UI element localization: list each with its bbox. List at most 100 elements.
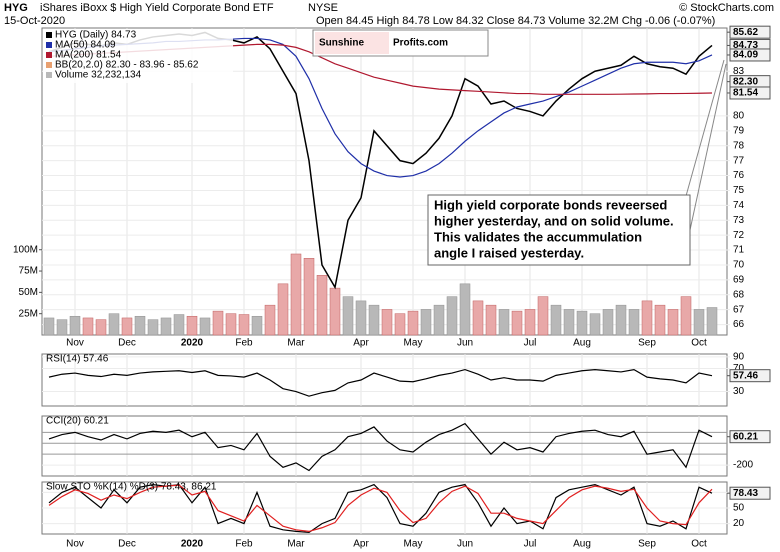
volume-bar <box>498 309 510 336</box>
volume-bar <box>563 309 575 336</box>
legend-entry: Volume 32,232,134 <box>55 70 142 81</box>
volume-bar <box>420 309 432 336</box>
x-tick-label: Oct <box>691 539 707 550</box>
x-tick-label: Mar <box>287 338 305 349</box>
y-tick-label: 83 <box>733 66 745 77</box>
x-tick-label: Dec <box>118 539 136 550</box>
y-tick-label: 70 <box>733 260 745 271</box>
x-tick-label: Jul <box>524 338 537 349</box>
volume-bar <box>433 304 445 336</box>
arrow <box>689 63 727 231</box>
volume-bar <box>537 296 549 336</box>
x-tick-label: 2020 <box>181 338 204 349</box>
annotation-line: High yield corporate bonds reveersed <box>434 197 667 212</box>
volume-bar <box>329 287 341 336</box>
legend-entry: HYG (Daily) 84.73 <box>55 30 137 41</box>
volume-bar <box>199 317 211 336</box>
annotation-box <box>427 194 691 266</box>
legend-swatch <box>46 52 52 58</box>
volume-bar <box>264 304 276 336</box>
volume-bar <box>147 319 159 336</box>
volume-bar <box>511 310 523 336</box>
y-tick-label: 69 <box>733 274 745 285</box>
y-tick-label: 80 <box>733 111 745 122</box>
x-tick-label: Jul <box>524 539 537 550</box>
volume-bar <box>459 283 471 336</box>
legend-entry: MA(50) 84.09 <box>55 40 116 51</box>
volume-bar <box>394 313 406 336</box>
x-tick-label: May <box>404 539 423 550</box>
y-tick-label: 67 <box>733 304 745 315</box>
legend-swatch <box>46 42 52 48</box>
volume-bar <box>95 319 107 336</box>
indicator-title: CCI(20) 60.21 <box>46 416 109 427</box>
x-tick-label: Feb <box>235 539 253 550</box>
volume-bar <box>628 309 640 336</box>
y-tick-label: 73 <box>733 215 745 226</box>
y-tick-label: 82.30 <box>733 76 758 87</box>
x-tick-label: Mar <box>287 539 305 550</box>
y-tick-label: 78 <box>733 140 745 151</box>
volume-bar <box>251 315 263 336</box>
y-tick-label: 78.43 <box>733 488 758 499</box>
volume-bar <box>316 275 328 336</box>
x-tick-label: Feb <box>235 338 253 349</box>
x-tick-label: Oct <box>691 338 707 349</box>
panel-frame <box>41 353 728 407</box>
y-tick-label: 84.73 <box>733 40 758 51</box>
volume-bar <box>641 300 653 336</box>
volume-bar <box>615 304 627 336</box>
y-tick-label: 72 <box>733 230 745 241</box>
x-tick-label: May <box>404 338 423 349</box>
credit: © StockCharts.com <box>679 2 774 14</box>
x-tick-label: Apr <box>353 539 369 550</box>
y-tick-label: 79 <box>733 125 745 136</box>
volume-bar <box>238 314 250 336</box>
legend-swatch <box>46 62 52 68</box>
legend-entry: BB(20,2.0) 82.30 - 83.96 - 85.62 <box>55 60 199 71</box>
volume-bar <box>342 296 354 336</box>
y-tick-label: 90 <box>733 352 745 363</box>
y2-tick-label: 25M <box>19 308 38 319</box>
y-tick-label: 77 <box>733 155 745 166</box>
y-tick-label: 85.62 <box>733 27 758 38</box>
x-tick-label: 2020 <box>181 539 204 550</box>
logo-part1-bg <box>315 32 389 54</box>
volume-bar <box>381 309 393 336</box>
volume-bar <box>225 313 237 336</box>
indicator-title: RSI(14) 57.46 <box>46 354 109 365</box>
volume-bar <box>667 309 679 336</box>
annotation-line: This validates the accummulation <box>434 229 642 244</box>
y-tick-label: 60.21 <box>733 431 758 442</box>
volume-bar <box>69 315 81 336</box>
annotation-line: higher yesterday, and on solid volume. <box>434 213 674 228</box>
legend-box <box>43 29 233 83</box>
y2-tick-label: 75M <box>19 266 38 277</box>
y-tick-label: 81.54 <box>733 88 758 99</box>
logo-part2: Profits.com <box>393 38 448 49</box>
x-tick-label: Jun <box>457 338 473 349</box>
annotation-line: angle I raised yesterday. <box>434 245 584 260</box>
volume-bar <box>693 309 705 336</box>
y2-tick-label: 50M <box>19 287 38 298</box>
volume-bar <box>472 300 484 336</box>
y-tick-label: 20 <box>733 518 745 529</box>
volume-bar <box>303 258 315 336</box>
value-box <box>729 486 771 500</box>
volume-bar <box>368 304 380 336</box>
volume-bar <box>550 304 562 336</box>
volume-bar <box>173 314 185 336</box>
x-tick-label: Sep <box>638 539 656 550</box>
line-series <box>48 422 713 472</box>
line-series <box>48 484 713 533</box>
y-tick-label: 74 <box>733 200 745 211</box>
y-tick-label: 68 <box>733 289 745 300</box>
line-series <box>48 368 713 397</box>
symbol: HYG <box>4 2 28 14</box>
y-tick-label: 66 <box>733 319 745 330</box>
value-box <box>729 430 771 444</box>
volume-bar <box>524 309 536 336</box>
y-tick-label: 30 <box>733 386 745 397</box>
